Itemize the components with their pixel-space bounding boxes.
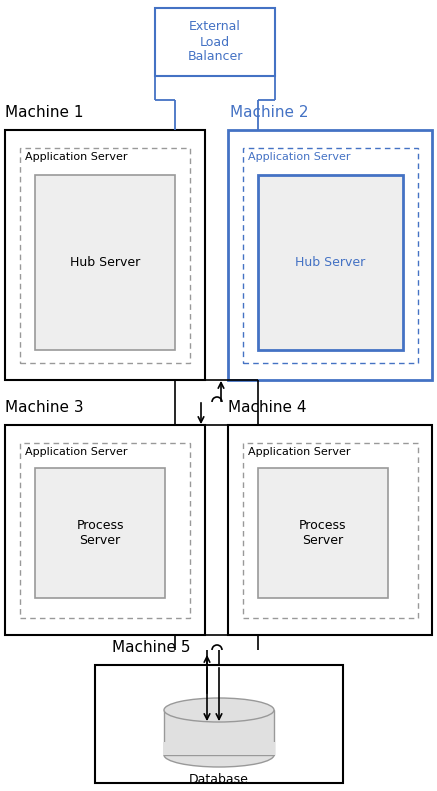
- Text: Machine 2: Machine 2: [230, 105, 309, 120]
- Text: Machine 3: Machine 3: [5, 400, 83, 415]
- Text: Process
Server: Process Server: [299, 519, 347, 547]
- Bar: [258, 468, 388, 598]
- Bar: [95, 665, 343, 783]
- Bar: [228, 425, 432, 635]
- Bar: [155, 8, 275, 76]
- Text: Hub Server: Hub Server: [70, 256, 140, 269]
- Bar: [258, 175, 403, 350]
- Bar: [20, 443, 190, 618]
- Bar: [35, 468, 165, 598]
- Bar: [20, 148, 190, 363]
- Ellipse shape: [164, 698, 274, 722]
- Text: Application Server: Application Server: [25, 152, 128, 162]
- Text: Process
Server: Process Server: [76, 519, 124, 547]
- Bar: [243, 148, 418, 363]
- Text: Machine 4: Machine 4: [228, 400, 306, 415]
- Text: Hub Server: Hub Server: [295, 256, 366, 269]
- Bar: [5, 130, 205, 380]
- Bar: [243, 443, 418, 618]
- Bar: [164, 710, 274, 755]
- Text: Machine 5: Machine 5: [112, 640, 191, 655]
- Text: Database: Database: [189, 773, 249, 786]
- Text: External
Load
Balancer: External Load Balancer: [187, 21, 243, 63]
- Text: Application Server: Application Server: [248, 447, 350, 457]
- Bar: [35, 175, 175, 350]
- Bar: [228, 130, 432, 380]
- Text: Machine 1: Machine 1: [5, 105, 83, 120]
- Ellipse shape: [164, 743, 274, 767]
- Text: Application Server: Application Server: [248, 152, 350, 162]
- Bar: [5, 425, 205, 635]
- Bar: [163, 742, 275, 755]
- Text: Application Server: Application Server: [25, 447, 128, 457]
